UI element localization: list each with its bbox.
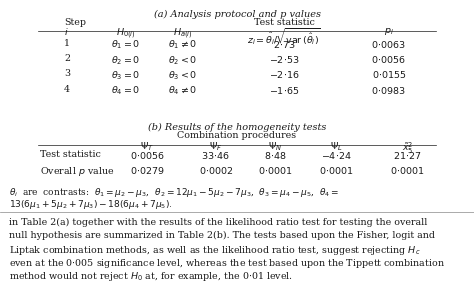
Text: $\theta_2=0$: $\theta_2=0$ — [111, 54, 140, 67]
Text: $\theta_1=0$: $\theta_1=0$ — [111, 39, 140, 51]
Text: $21{\cdot}27$: $21{\cdot}27$ — [393, 150, 422, 161]
Text: Liptak combination methods, as well as the likelihood ratio test, suggest reject: Liptak combination methods, as well as t… — [9, 244, 421, 257]
Text: Combination procedures: Combination procedures — [177, 131, 297, 141]
Text: $0{\cdot}0063$: $0{\cdot}0063$ — [372, 39, 406, 50]
Text: $\theta_2<0$: $\theta_2<0$ — [168, 54, 197, 67]
Text: $\Psi_N$: $\Psi_N$ — [268, 141, 282, 153]
Text: $\Psi_L$: $\Psi_L$ — [330, 141, 343, 153]
Text: Test statistic: Test statistic — [40, 150, 101, 159]
Text: $2{\cdot}73$: $2{\cdot}73$ — [273, 39, 296, 50]
Text: $13(6\mu_1+5\mu_2+7\mu_3)-18(6\mu_4+7\mu_5).$: $13(6\mu_1+5\mu_2+7\mu_3)-18(6\mu_4+7\mu… — [9, 198, 173, 211]
Text: in Table 2(a) together with the results of the likelihood ratio test for testing: in Table 2(a) together with the results … — [9, 218, 428, 227]
Text: $H_{a(i)}$: $H_{a(i)}$ — [173, 26, 192, 41]
Text: Test statistic: Test statistic — [254, 18, 315, 27]
Text: $0{\cdot}0001$: $0{\cdot}0001$ — [391, 165, 425, 176]
Text: $0{\cdot}0279$: $0{\cdot}0279$ — [130, 165, 164, 176]
Text: Step: Step — [64, 18, 86, 27]
Text: even at the 0$\cdot$005 significance level, whereas the test based upon the Tipp: even at the 0$\cdot$005 significance lev… — [9, 257, 446, 270]
Text: $-1{\cdot}65$: $-1{\cdot}65$ — [269, 85, 300, 96]
Text: $H_{0(i)}$: $H_{0(i)}$ — [116, 26, 136, 41]
Text: (a) Analysis protocol and p values: (a) Analysis protocol and p values — [154, 9, 320, 19]
Text: $33{\cdot}46$: $33{\cdot}46$ — [201, 150, 230, 161]
Text: null hypothesis are summarized in Table 2(b). The tests based upon the Fisher, l: null hypothesis are summarized in Table … — [9, 231, 436, 240]
Text: 4: 4 — [64, 85, 70, 94]
Text: $-4{\cdot}24$: $-4{\cdot}24$ — [321, 150, 352, 161]
Text: $0{\cdot}0001$: $0{\cdot}0001$ — [319, 165, 354, 176]
Text: $0{\cdot}0155$: $0{\cdot}0155$ — [372, 69, 406, 80]
Text: $0{\cdot}0056$: $0{\cdot}0056$ — [130, 150, 164, 161]
Text: $\theta_4=0$: $\theta_4=0$ — [111, 85, 140, 97]
Text: 2: 2 — [64, 54, 70, 63]
Text: $\theta_3<0$: $\theta_3<0$ — [168, 69, 197, 82]
Text: (b) Results of the homogeneity tests: (b) Results of the homogeneity tests — [148, 123, 326, 132]
Text: $-2{\cdot}53$: $-2{\cdot}53$ — [269, 54, 300, 65]
Text: 1: 1 — [64, 39, 70, 48]
Text: $z_i = \hat{\theta}_i/\!\sqrt{\mathrm{var}\,(\hat{\theta}_i)}$: $z_i = \hat{\theta}_i/\!\sqrt{\mathrm{va… — [247, 26, 321, 47]
Text: $\Psi_T$: $\Psi_T$ — [140, 141, 154, 153]
Text: $0{\cdot}0056$: $0{\cdot}0056$ — [372, 54, 406, 65]
Text: Overall $p$ value: Overall $p$ value — [40, 165, 115, 178]
Text: $0{\cdot}0002$: $0{\cdot}0002$ — [199, 165, 233, 176]
Text: $i$: $i$ — [64, 26, 69, 37]
Text: 3: 3 — [64, 69, 70, 78]
Text: $\theta_1\neq 0$: $\theta_1\neq 0$ — [168, 39, 197, 51]
Text: method would not reject $H_0$ at, for example, the 0$\cdot$01 level.: method would not reject $H_0$ at, for ex… — [9, 270, 293, 283]
Text: $\theta_i$  are  contrasts:  $\theta_1=\mu_2-\mu_3$,  $\theta_2=12\mu_1-5\mu_2-7: $\theta_i$ are contrasts: $\theta_1=\mu_… — [9, 186, 340, 199]
Text: $p_i$: $p_i$ — [384, 26, 393, 37]
Text: $\tilde{x}^2_5$: $\tilde{x}^2_5$ — [402, 141, 413, 156]
Text: $\Psi_F$: $\Psi_F$ — [209, 141, 222, 153]
Text: $0{\cdot}0001$: $0{\cdot}0001$ — [258, 165, 292, 176]
Text: $8{\cdot}48$: $8{\cdot}48$ — [264, 150, 286, 161]
Text: $\theta_4\neq 0$: $\theta_4\neq 0$ — [168, 85, 197, 97]
Text: $0{\cdot}0983$: $0{\cdot}0983$ — [372, 85, 406, 96]
Text: $-2{\cdot}16$: $-2{\cdot}16$ — [269, 69, 300, 80]
Text: $\theta_3=0$: $\theta_3=0$ — [111, 69, 140, 82]
